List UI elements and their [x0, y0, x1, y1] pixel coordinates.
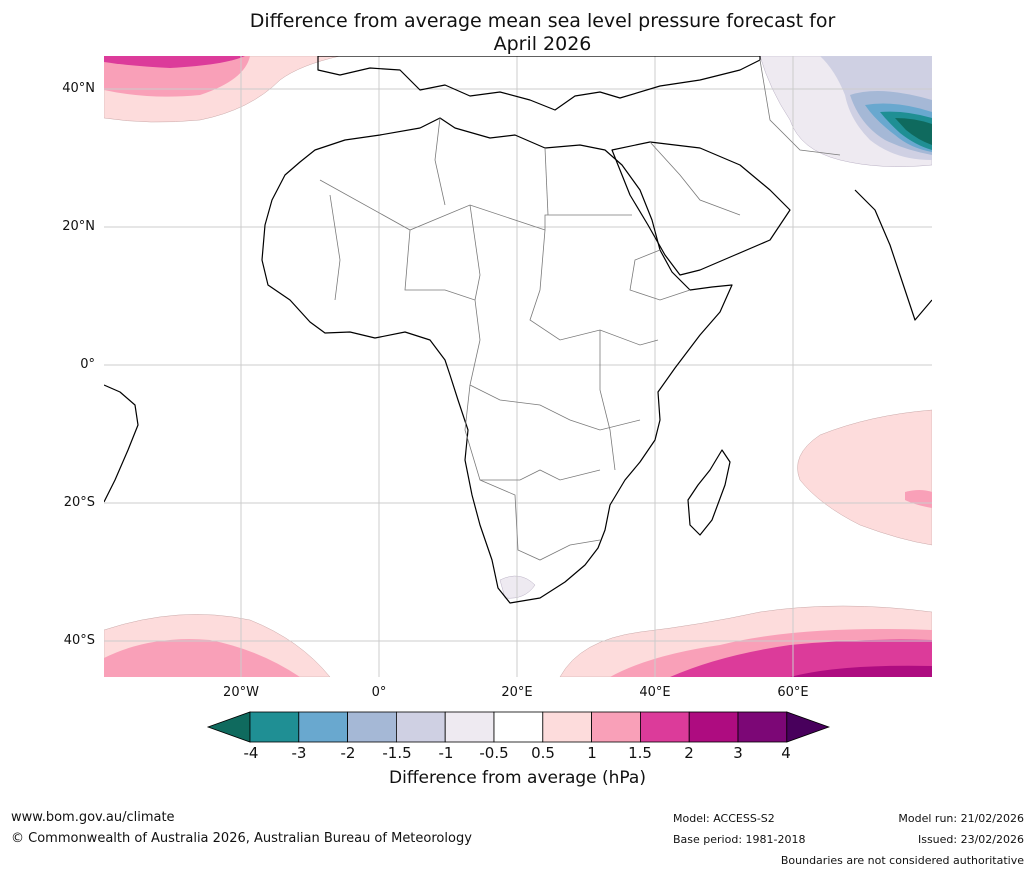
lat-label-0: 0° [80, 357, 95, 372]
map-title-line1: Difference from average mean sea level p… [249, 10, 836, 32]
footer-model: Model: ACCESS-S2 [673, 812, 775, 825]
colorbar-tick: -0.5 [479, 744, 509, 762]
lat-label-20n: 20°N [62, 219, 95, 234]
anomaly-sw [104, 614, 331, 677]
colorbar-tick: -1.5 [382, 744, 412, 762]
colorbar-segment [249, 711, 300, 743]
country-borders [319, 59, 841, 561]
coastlines [104, 56, 932, 604]
colorbar-segment [640, 711, 690, 743]
footer-website[interactable]: www.bom.gov.au/climate [11, 810, 175, 825]
south-america-coastline [104, 384, 139, 503]
lat-label-20s: 20°S [63, 495, 95, 510]
colorbar-segment [298, 711, 348, 743]
map-area [104, 56, 932, 677]
colorbar-tick: 2 [684, 744, 694, 762]
footer-disclaimer: Boundaries are not considered authoritat… [780, 854, 1024, 867]
lat-label-40s: 40°S [63, 633, 95, 648]
map-title: Difference from average mean sea level p… [180, 10, 905, 56]
colorbar-segment [542, 711, 592, 743]
colorbar-segment [688, 711, 739, 743]
colorbar-tick: 3 [733, 744, 743, 762]
lon-label-40e: 40°E [639, 685, 671, 700]
lon-label-60e: 60°E [777, 685, 809, 700]
lon-label-0: 0° [371, 685, 387, 700]
colorbar-segment [444, 711, 495, 743]
colorbar-segment [395, 711, 446, 743]
colorbar-extend-low [206, 711, 251, 743]
colorbar [206, 711, 830, 743]
arabia-coastline [611, 141, 791, 276]
anomaly-ne [759, 56, 932, 167]
colorbar-tick: -2 [340, 744, 356, 762]
footer-copyright: © Commonwealth of Australia 2026, Austra… [11, 831, 472, 846]
footer-model-run: Model run: 21/02/2026 [898, 812, 1024, 825]
lon-label-20w: 20°W [223, 685, 259, 700]
colorbar-tick: 4 [781, 744, 791, 762]
colorbar-tick: -3 [291, 744, 307, 762]
colorbar-segment [347, 711, 397, 743]
colorbar-segment [591, 711, 641, 743]
lon-label-20e: 20°E [501, 685, 533, 700]
map-title-line2: April 2026 [493, 33, 592, 55]
colorbar-extend-high [786, 711, 830, 743]
colorbar-segment [493, 711, 544, 743]
europe-coastline [317, 56, 761, 111]
colorbar-tick: 0.5 [531, 744, 555, 762]
footer-issued: Issued: 23/02/2026 [917, 833, 1024, 846]
colorbar-tick: 1 [587, 744, 597, 762]
graticule [104, 56, 932, 677]
india-coastline [854, 189, 932, 321]
colorbar-tick: 1.5 [628, 744, 652, 762]
colorbar-tick: -4 [243, 744, 259, 762]
colorbar-segment [737, 711, 788, 743]
colorbar-title: Difference from average (hPa) [389, 768, 646, 788]
lat-label-40n: 40°N [62, 81, 95, 96]
madagascar-coastline [687, 449, 731, 536]
footer-base-period: Base period: 1981-2018 [673, 833, 806, 846]
africa-coastline [261, 117, 733, 604]
colorbar-tick: -1 [438, 744, 454, 762]
